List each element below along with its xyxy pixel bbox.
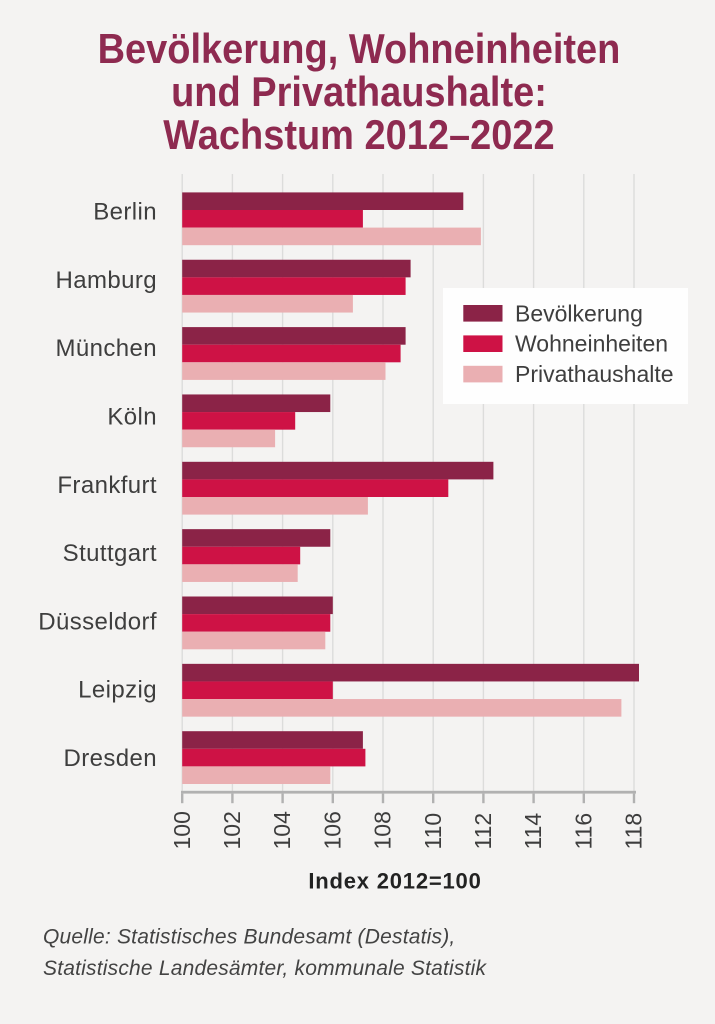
svg-text:und Privathaushalte:: und Privathaushalte: xyxy=(171,69,547,115)
svg-text:Leipzig: Leipzig xyxy=(78,677,157,704)
svg-text:118: 118 xyxy=(621,813,647,850)
svg-text:Stuttgart: Stuttgart xyxy=(63,540,157,567)
svg-text:102: 102 xyxy=(219,811,245,849)
svg-text:Berlin: Berlin xyxy=(93,199,157,226)
svg-text:Bevölkerung, Wohneinheiten: Bevölkerung, Wohneinheiten xyxy=(98,26,621,72)
svg-text:110: 110 xyxy=(420,813,446,850)
svg-text:München: München xyxy=(55,335,157,362)
svg-text:Bevölkerung: Bevölkerung xyxy=(515,300,643,326)
svg-text:Frankfurt: Frankfurt xyxy=(57,472,157,499)
svg-text:Hamburg: Hamburg xyxy=(55,267,157,294)
svg-text:100: 100 xyxy=(169,811,195,849)
svg-text:Quelle: Statistisches Bundesam: Quelle: Statistisches Bundesamt (Destati… xyxy=(43,926,455,949)
svg-text:Index 2012=100: Index 2012=100 xyxy=(308,869,481,894)
svg-text:Köln: Köln xyxy=(107,404,157,431)
svg-text:Dresden: Dresden xyxy=(63,745,157,772)
svg-text:Wohneinheiten: Wohneinheiten xyxy=(515,331,668,357)
svg-text:114: 114 xyxy=(520,813,546,850)
svg-text:112: 112 xyxy=(470,813,496,850)
svg-text:Privathaushalte: Privathaushalte xyxy=(515,361,674,387)
svg-text:116: 116 xyxy=(570,813,596,850)
svg-text:Düsseldorf: Düsseldorf xyxy=(38,608,157,635)
svg-text:Wachstum 2012–2022: Wachstum 2012–2022 xyxy=(163,113,554,159)
svg-text:104: 104 xyxy=(269,811,295,850)
svg-text:106: 106 xyxy=(319,811,345,849)
svg-text:Statistische Landesämter, komm: Statistische Landesämter, kommunale Stat… xyxy=(43,957,488,980)
svg-text:108: 108 xyxy=(370,811,396,849)
